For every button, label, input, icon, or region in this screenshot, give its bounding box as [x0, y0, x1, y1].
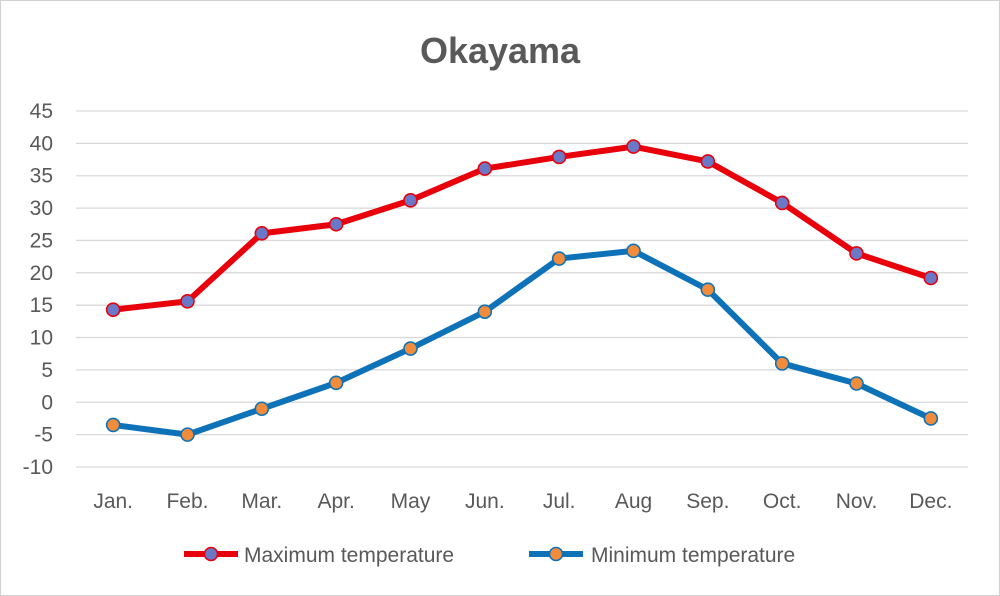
data-point — [700, 154, 716, 169]
data-point — [923, 270, 939, 286]
data-point — [626, 243, 641, 259]
legend-marker — [203, 546, 219, 562]
data-point — [105, 302, 121, 318]
data-point — [254, 401, 270, 417]
legend[interactable]: Maximum temperature Minimum temperature — [184, 544, 795, 567]
legend-marker — [548, 546, 564, 562]
data-point — [551, 149, 567, 165]
grid-layer — [76, 110, 968, 468]
data-point — [180, 427, 195, 442]
data-point — [700, 282, 716, 297]
y-tick-label: 15 — [30, 294, 53, 317]
legend-item[interactable]: Maximum temperature — [184, 544, 454, 567]
y-tick-label: 30 — [30, 197, 53, 220]
data-point — [180, 293, 195, 309]
x-tick-label: Mar. — [241, 490, 282, 513]
x-tick-label: Feb. — [166, 490, 208, 513]
x-tick-label: Sep. — [686, 490, 729, 513]
y-tick-label: 5 — [41, 359, 53, 382]
data-point — [477, 161, 493, 176]
data-point — [254, 226, 270, 241]
y-tick-label: 20 — [30, 262, 53, 285]
x-tick-label: May — [391, 490, 431, 513]
data-point — [403, 193, 418, 208]
series-minimum-temperature — [105, 243, 939, 442]
series-line — [110, 143, 934, 313]
x-tick-label: Jul. — [543, 490, 576, 513]
x-tick-label: Jun. — [465, 490, 505, 513]
data-point — [403, 341, 418, 356]
data-point — [774, 195, 790, 211]
series-maximum-temperature — [105, 139, 939, 318]
x-tick-label: Oct. — [763, 490, 802, 513]
y-tick-label: 0 — [41, 391, 53, 414]
series-line — [110, 247, 934, 438]
legend-label: Minimum temperature — [591, 544, 795, 567]
legend-label: Maximum temperature — [244, 544, 454, 567]
x-tick-label: Jan. — [93, 490, 133, 513]
data-point — [477, 304, 493, 319]
x-tick-label: Apr. — [317, 490, 354, 513]
data-point — [923, 411, 939, 426]
data-point — [328, 375, 344, 391]
data-point — [849, 376, 864, 391]
y-tick-label: 45 — [30, 100, 53, 123]
chart-title: Okayama — [420, 30, 581, 71]
y-tick-label: -10 — [23, 456, 53, 479]
y-axis-ticks: -10 -5 0 5 10 15 20 25 30 35 40 45 — [23, 100, 53, 479]
x-axis-ticks: Jan. Feb. Mar. Apr. May Jun. Jul. Aug Sep. Oct. No… — [93, 490, 952, 513]
legend-item[interactable]: Minimum temperature — [529, 544, 795, 567]
data-point — [328, 216, 344, 232]
x-tick-label: Nov. — [836, 490, 878, 513]
y-tick-label: 35 — [30, 165, 53, 188]
data-point — [774, 356, 790, 371]
x-tick-label: Aug — [615, 490, 652, 513]
y-tick-label: 10 — [30, 327, 53, 350]
y-tick-label: -5 — [34, 424, 53, 447]
y-tick-label: 40 — [30, 132, 53, 155]
data-point — [849, 246, 864, 261]
data-point — [105, 417, 121, 433]
data-point — [626, 139, 641, 154]
series-layer — [105, 139, 939, 442]
data-point — [551, 251, 567, 266]
y-tick-label: 25 — [30, 229, 53, 252]
x-tick-label: Dec. — [909, 490, 952, 513]
